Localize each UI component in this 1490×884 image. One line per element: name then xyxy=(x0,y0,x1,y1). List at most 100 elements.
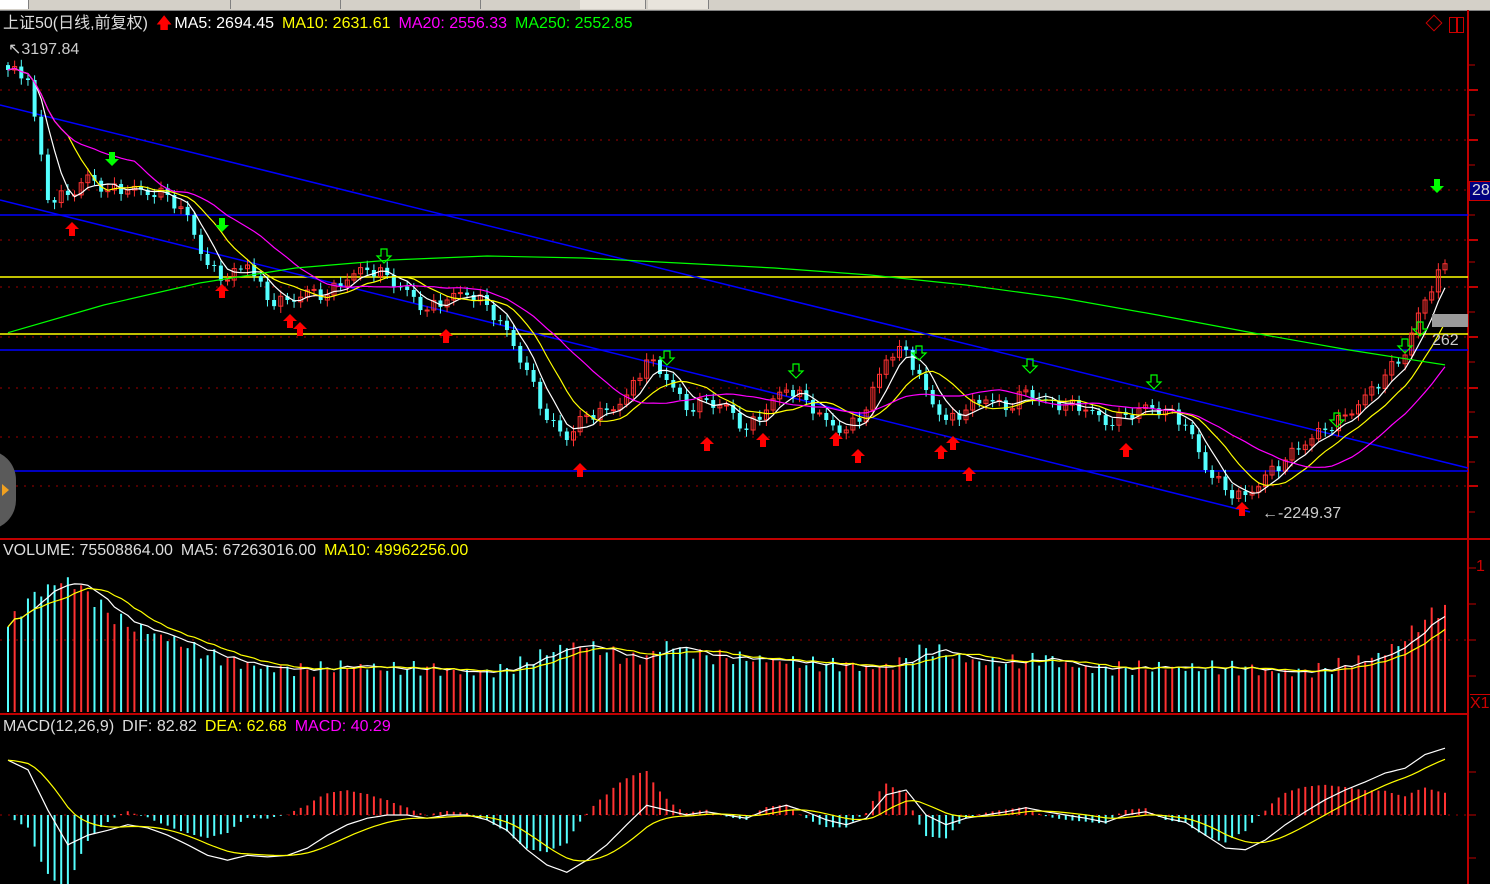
tab[interactable] xyxy=(648,0,709,9)
candle-body xyxy=(1097,410,1102,416)
candle-body xyxy=(25,78,30,80)
trend-line xyxy=(0,199,1251,513)
sell-arrow-icon xyxy=(1145,374,1163,390)
candle-body xyxy=(1003,400,1008,411)
buy-arrow-icon xyxy=(851,449,865,463)
candle-body xyxy=(92,174,97,181)
candle-body xyxy=(172,195,177,209)
candle-body xyxy=(285,296,290,301)
candle-body xyxy=(538,381,543,409)
candle-body xyxy=(744,428,749,430)
candle-body xyxy=(924,373,929,391)
ma250-line xyxy=(7,255,1446,366)
candle-body xyxy=(351,273,357,281)
candle-body xyxy=(252,265,257,277)
candle-body xyxy=(731,405,736,413)
candle-body xyxy=(531,370,536,382)
candle-body xyxy=(910,349,915,370)
candle-body xyxy=(1376,386,1381,389)
candle-body xyxy=(431,299,437,311)
buy-arrow-icon xyxy=(215,284,229,298)
candle-body xyxy=(684,393,689,411)
candle-body xyxy=(957,413,962,420)
axis-price-box: 28 xyxy=(1469,181,1490,201)
candle-body xyxy=(65,190,70,196)
candle-body xyxy=(338,283,343,287)
candle-body xyxy=(804,390,809,401)
macd-title: MACD(12,26,9) xyxy=(3,718,115,735)
buy-arrow-icon xyxy=(756,433,770,447)
candle-body xyxy=(58,190,64,204)
candle-body xyxy=(1196,434,1201,453)
candle-body xyxy=(119,184,124,195)
candle-body xyxy=(311,288,317,291)
candle-body xyxy=(837,425,842,433)
buy-arrow-icon xyxy=(283,314,297,328)
candle-body xyxy=(39,116,44,155)
sell-arrow-icon xyxy=(910,345,928,361)
candle-body xyxy=(1276,466,1281,472)
candle-body xyxy=(185,206,190,216)
candle-body xyxy=(983,399,989,404)
macd-panel-header: MACD(12,26,9) DIF: 82.82 DEA: 62.68 MACD: 4… xyxy=(3,718,399,736)
candle-body xyxy=(624,394,630,405)
index-title: 上证50(日线,前复权) xyxy=(3,15,148,32)
candle-body xyxy=(857,418,862,422)
candle-body xyxy=(524,362,529,371)
buy-arrow-icon xyxy=(962,467,976,481)
macd-value: MACD: 40.29 xyxy=(294,718,391,735)
candle-body xyxy=(1296,448,1301,450)
candle-body xyxy=(411,289,416,297)
candle-body xyxy=(1323,428,1328,430)
candle-body xyxy=(518,345,523,363)
sell-arrow-icon xyxy=(1328,412,1346,428)
sell-arrow-icon xyxy=(1396,338,1414,354)
candle-body xyxy=(950,412,956,421)
signal-up-arrow-icon: 🡅 xyxy=(155,15,173,32)
tab[interactable] xyxy=(90,0,231,9)
candle-body xyxy=(564,431,569,441)
candle-body xyxy=(830,419,835,426)
volume-scale-label: X1 xyxy=(1470,694,1490,712)
buy-arrow-icon xyxy=(934,445,948,459)
candle-body xyxy=(544,408,549,420)
buy-arrow-icon xyxy=(439,329,453,343)
candle-body xyxy=(870,386,876,411)
candle-body xyxy=(930,390,935,405)
panel-toggle-icon[interactable] xyxy=(1449,17,1464,33)
candle-body xyxy=(272,300,277,307)
candle-body xyxy=(1362,394,1368,406)
candle-body xyxy=(1309,438,1315,446)
candle-body xyxy=(990,400,995,402)
volume-value: VOLUME: 75508864.00 xyxy=(3,542,173,559)
tab[interactable] xyxy=(0,0,29,9)
candle-body xyxy=(1223,476,1228,491)
candle-body xyxy=(418,296,423,311)
candle-body xyxy=(704,398,709,401)
toolbar-tabs xyxy=(0,0,1490,11)
candle-body xyxy=(444,299,450,308)
buy-arrow-icon xyxy=(65,222,79,236)
candle-body xyxy=(1150,405,1155,409)
buy-arrow-icon xyxy=(573,463,587,477)
candle-body xyxy=(1030,390,1035,400)
candle-body xyxy=(504,320,509,331)
tab[interactable] xyxy=(580,0,646,9)
candle-body xyxy=(1342,414,1348,417)
candle-body xyxy=(19,66,24,79)
ma20-line xyxy=(7,67,1446,468)
candle-body xyxy=(405,286,410,290)
candle-body xyxy=(877,373,883,388)
candle-body xyxy=(52,200,57,203)
tab[interactable] xyxy=(230,0,341,9)
candle-body xyxy=(570,431,576,441)
side-panel-toggle[interactable] xyxy=(0,450,16,530)
candle-body xyxy=(85,174,91,184)
candle-body xyxy=(139,186,144,190)
candle-body xyxy=(783,389,789,393)
ma5-value: MA5: 2694.45 xyxy=(174,15,274,32)
tab[interactable] xyxy=(340,0,481,9)
buy-arrow-icon xyxy=(1235,502,1249,516)
candle-body xyxy=(551,419,556,421)
